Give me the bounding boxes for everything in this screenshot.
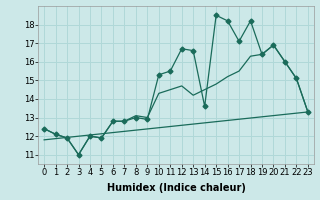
X-axis label: Humidex (Indice chaleur): Humidex (Indice chaleur) — [107, 183, 245, 193]
